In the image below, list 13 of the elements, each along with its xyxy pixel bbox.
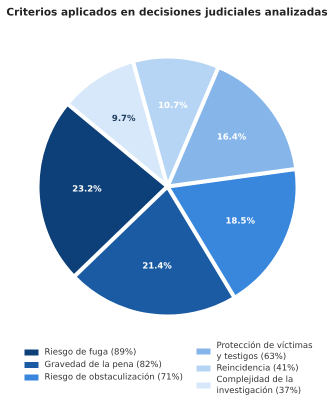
- legend-label: Protección de víctimas y testigos (63%): [216, 341, 314, 362]
- legend-label: Reincidencia (41%): [216, 364, 299, 374]
- data-label: 18.5%: [225, 216, 256, 226]
- legend-label: Riesgo de fuga (89%): [44, 348, 136, 358]
- legend-label: Complejidad de la investigación (37%): [216, 375, 302, 396]
- legend-label: Gravedad de la pena (82%): [44, 360, 162, 370]
- data-label: 9.7%: [112, 114, 136, 124]
- legend-label: Riesgo de obstaculización (71%): [44, 372, 183, 382]
- data-label: 21.4%: [142, 261, 172, 272]
- data-label: 16.4%: [216, 132, 247, 143]
- chart-title: Criterios aplicados en decisiones judiciales analizadas: [6, 6, 328, 18]
- data-label: 10.7%: [158, 101, 188, 112]
- data-label: 23.2%: [72, 184, 102, 195]
